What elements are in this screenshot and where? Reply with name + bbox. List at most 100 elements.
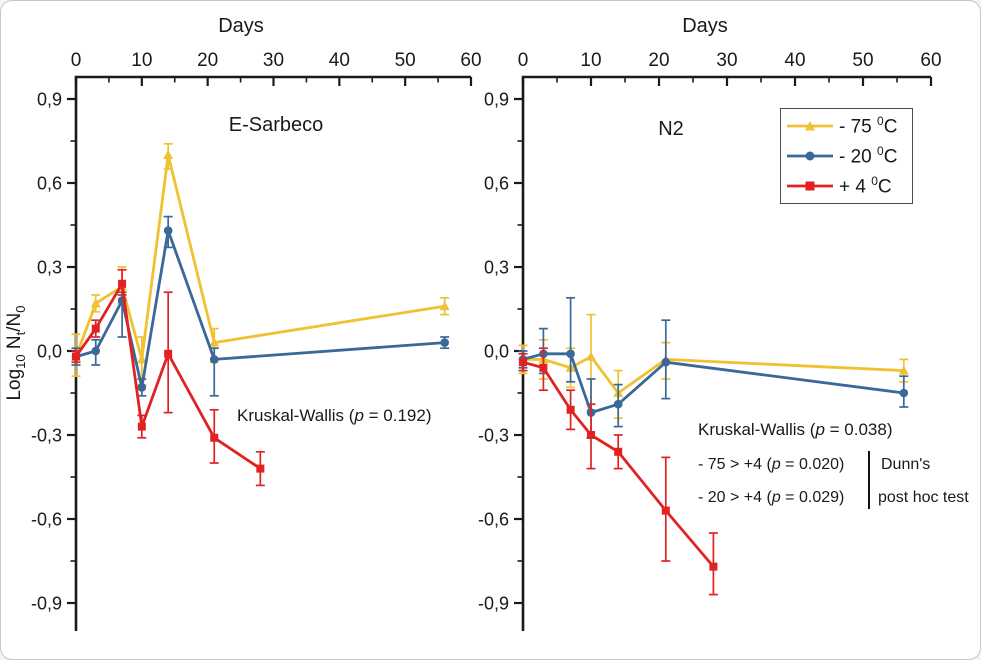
legend-label-minus20: - 20 0C (839, 144, 897, 168)
legend-label-minus75: - 75 0C (839, 114, 897, 138)
legend-label-minus20-text: - 20 (839, 146, 878, 168)
dunn1-pvar: p (771, 456, 781, 473)
marker-circle (899, 388, 909, 398)
x-tick-label: 20 (197, 50, 218, 71)
series--75C (71, 142, 450, 386)
legend: - 75 0C - 20 0C + 4 0C (780, 108, 913, 204)
legend-entry-plus4: + 4 0C (781, 171, 912, 201)
ylabel-slash: /N (4, 312, 25, 332)
dunn-divider-bar (868, 451, 870, 509)
legend-entry-minus75: - 75 0C (781, 111, 912, 141)
y-axis-title: Log10 Nt/N0 (4, 268, 30, 438)
legend-label-plus4-text: + 4 (839, 176, 872, 198)
x-tick-label: 40 (784, 50, 805, 71)
y-tick-label: 0,0 (37, 342, 62, 362)
kruskal-wallis-annotation-right: Kruskal-Wallis (p = 0.038) (698, 420, 892, 440)
series-+4C (518, 347, 718, 596)
legend-square-marker-icon (805, 181, 815, 191)
y-tick-label: 0,9 (484, 90, 509, 110)
marker-circle (137, 383, 147, 392)
legend-label-plus4-unit: C (877, 176, 892, 198)
marker-square (614, 447, 623, 456)
x-axis-title-right: Days (682, 15, 728, 37)
marker-square (210, 433, 219, 442)
dunn1-prefix: - 75 > +4 ( (698, 456, 772, 473)
marker-square (661, 506, 670, 515)
y-tick-label: 0,9 (37, 90, 62, 110)
ylabel-nt-sub: t (12, 331, 28, 336)
x-axis-title-left: Days (218, 15, 264, 37)
panel-title-n2: N2 (658, 118, 684, 140)
dunn2-prefix: - 20 > +4 ( (698, 489, 772, 506)
series-line (74, 153, 445, 361)
marker-triangle (163, 150, 174, 159)
marker-circle (163, 226, 173, 235)
marker-square (256, 464, 265, 473)
y-tick-label: -0,3 (478, 426, 509, 446)
y-tick-label: -0,9 (31, 594, 62, 614)
y-tick-label: 0,3 (484, 258, 509, 278)
x-tick-label: 50 (852, 50, 873, 71)
y-tick-label: 0,3 (37, 258, 62, 278)
y-tick-label: -0,3 (31, 426, 62, 446)
y-tick-label: 0,6 (37, 174, 62, 194)
marker-square (137, 422, 146, 431)
dunn1-suffix: = 0.020) (780, 456, 845, 473)
kw-left-suffix: = 0.192) (363, 406, 432, 425)
legend-label-minus75-unit: C (883, 116, 898, 138)
legend-circle-marker-icon (805, 151, 815, 161)
kw-left-prefix: Kruskal-Wallis ( (237, 406, 355, 425)
marker-square (118, 279, 127, 288)
marker-circle (440, 338, 449, 347)
x-tick-label: 0 (71, 50, 82, 71)
legend-sample-minus75 (787, 121, 833, 131)
marker-circle (566, 349, 575, 359)
panel-title-e-sarbeco: E-Sarbeco (228, 114, 324, 136)
legend-sample-minus20 (787, 151, 833, 161)
legend-triangle-marker-icon (805, 121, 815, 131)
y-tick-label: -0,6 (31, 510, 62, 530)
ylabel-log: Log (4, 368, 25, 401)
marker-square (709, 562, 718, 571)
x-tick-label: 50 (395, 50, 416, 71)
legend-label-minus75-text: - 75 (839, 116, 878, 138)
y-tick-label: -0,9 (478, 594, 509, 614)
x-tick-label: 10 (580, 50, 601, 71)
marker-circle (613, 399, 623, 409)
x-tick-label: 20 (648, 50, 669, 71)
marker-square (566, 405, 575, 414)
y-tick-label: -0,6 (478, 510, 509, 530)
marker-triangle (209, 337, 220, 347)
kw-right-suffix: = 0.038) (824, 420, 893, 439)
series-+4C (71, 268, 265, 487)
kw-right-prefix: Kruskal-Wallis ( (698, 420, 816, 439)
marker-triangle (439, 301, 450, 311)
kruskal-wallis-annotation-left: Kruskal-Wallis (p = 0.192) (237, 406, 431, 426)
x-tick-label: 30 (263, 50, 284, 71)
ylabel-n0-sub: 0 (12, 305, 28, 313)
dunn2-pvar: p (771, 489, 781, 506)
x-tick-label: 60 (920, 50, 941, 71)
marker-triangle (586, 351, 596, 361)
legend-entry-minus20: - 20 0C (781, 141, 912, 171)
marker-triangle (136, 354, 147, 364)
series--75C (518, 313, 909, 420)
marker-circle (209, 355, 219, 364)
kw-left-pvar: p (354, 406, 364, 425)
y-tick-label: 0,0 (484, 342, 509, 362)
legend-label-minus75-degree: 0 (877, 113, 884, 128)
dunn-comparison-2: - 20 > +4 (p = 0.029) (698, 489, 844, 507)
ylabel-nt: N (4, 335, 25, 355)
panel-N2: 0 10 20 30 40 50 60 0,9 0,6 0,3 0,0 -0,3 -0,6 -0,9 (478, 50, 942, 631)
marker-square (539, 363, 548, 372)
x-tick-label: 30 (716, 50, 737, 71)
series-line (523, 355, 904, 395)
y-tick-label: 0,6 (484, 174, 509, 194)
legend-label-minus20-degree: 0 (877, 143, 884, 158)
legend-label-plus4: + 4 0C (839, 174, 892, 198)
x-tick-label: 60 (460, 50, 481, 71)
ylabel-log-sub: 10 (12, 354, 28, 369)
marker-triangle (898, 365, 909, 375)
